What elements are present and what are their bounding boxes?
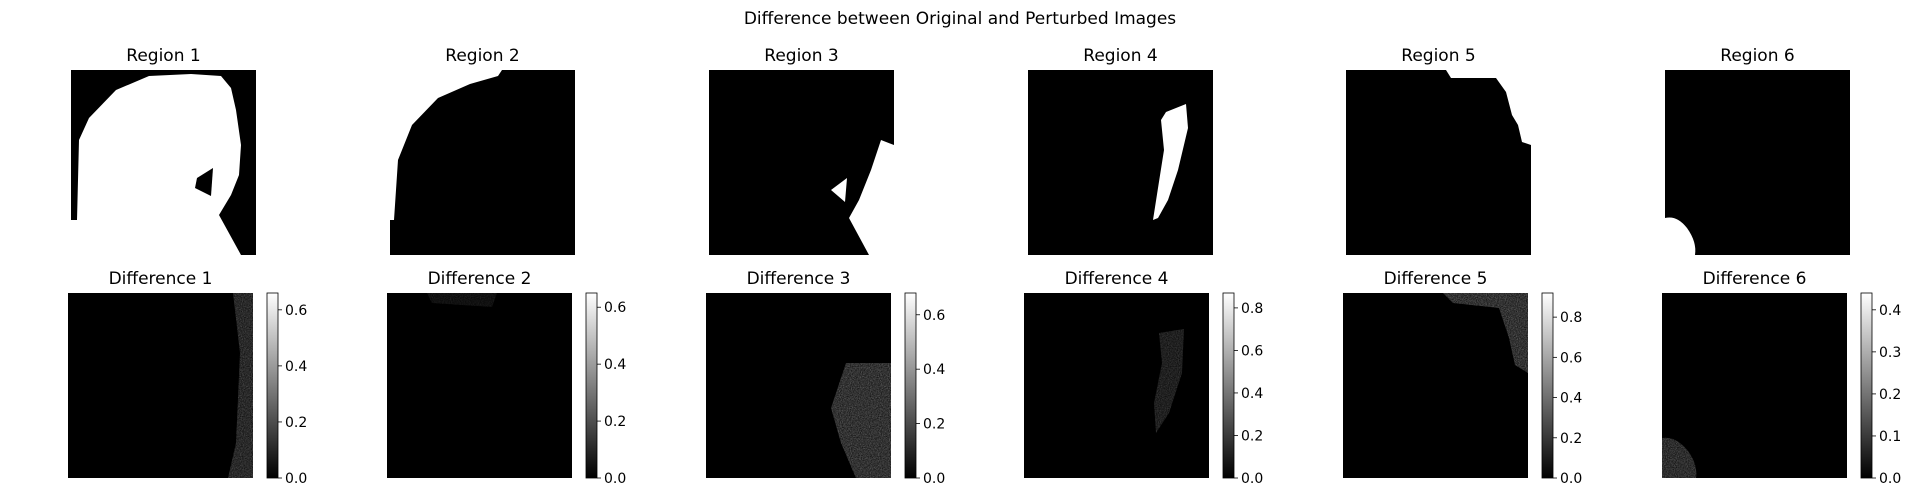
colorbar-tick-label-3-1: 0.2 [923, 417, 945, 433]
colorbar-tick-label-5-4: 0.8 [1560, 310, 1582, 326]
colorbar-tick-label-4-3: 0.6 [1241, 343, 1263, 359]
colorbar-4: 0.0 0.2 0.4 0.6 0.8 [1222, 292, 1263, 487]
colorbar-gradient-1 [266, 292, 279, 479]
difference-image-6 [1662, 293, 1847, 478]
region-title-6: Region 6 [1720, 46, 1794, 66]
colorbar-tick-label-4-4: 0.8 [1241, 301, 1263, 317]
region-panel-4: Region 4 [1028, 46, 1213, 255]
colorbar-tick-label-4-2: 0.4 [1241, 386, 1263, 402]
region-panel-5: Region 5 [1346, 46, 1531, 255]
difference-image-1 [68, 293, 253, 478]
colorbar-tick-label-5-2: 0.4 [1560, 391, 1582, 407]
colorbar-tick-label-6-0: 0.0 [1879, 471, 1901, 487]
region-image-6 [1665, 70, 1850, 255]
colorbar-tick-label-1-1: 0.2 [285, 415, 307, 431]
colorbar-tick-label-2-3: 0.6 [604, 300, 626, 316]
region-panel-2: Region 2 [390, 46, 575, 255]
colorbar-5: 0.0 0.2 0.4 0.6 0.8 [1541, 292, 1582, 487]
colorbar-gradient-3 [904, 292, 917, 479]
difference-title-5: Difference 5 [1384, 269, 1488, 289]
region-panel-1: Region 1 [71, 46, 256, 255]
difference-image-5 [1343, 293, 1528, 478]
region-mask-3 [831, 70, 894, 255]
difference-panel-5: Difference 5 0.0 0.2 0.4 0.6 0.8 [1343, 269, 1582, 487]
colorbar-tick-label-5-0: 0.0 [1560, 471, 1582, 487]
colorbar-tick-label-2-1: 0.2 [604, 414, 626, 430]
colorbar-tick-label-3-0: 0.0 [923, 471, 945, 487]
difference-title-3: Difference 3 [747, 269, 851, 289]
region-panel-6: Region 6 [1665, 46, 1850, 255]
colorbar-tick-label-2-2: 0.4 [604, 357, 626, 373]
difference-panel-4: Difference 4 0.0 0.2 0.4 0.6 0.8 [1024, 269, 1263, 487]
colorbar-tick-label-2-0: 0.0 [604, 471, 626, 487]
region-title-2: Region 2 [445, 46, 519, 66]
colorbar-gradient-6 [1860, 292, 1873, 479]
colorbar-tick-label-6-2: 0.2 [1879, 387, 1901, 403]
difference-title-4: Difference 4 [1065, 269, 1169, 289]
colorbar-tick-label-4-1: 0.2 [1241, 428, 1263, 444]
colorbar-tick-label-3-2: 0.4 [923, 362, 945, 378]
difference-speckle-2 [427, 293, 497, 307]
region-title-1: Region 1 [126, 46, 200, 66]
region-title-4: Region 4 [1083, 46, 1157, 66]
colorbar-tick-label-3-3: 0.6 [923, 308, 945, 324]
difference-panel-3: Difference 3 0.0 0.2 0.4 0.6 [706, 269, 945, 487]
difference-image-4 [1024, 293, 1209, 478]
region-mask-6 [1665, 217, 1696, 255]
region-panel-3: Region 3 [709, 46, 894, 255]
colorbar-gradient-4 [1222, 292, 1235, 479]
difference-image-2 [387, 293, 572, 478]
colorbar-tick-label-5-1: 0.2 [1560, 431, 1582, 447]
colorbar-tick-label-5-3: 0.6 [1560, 350, 1582, 366]
colorbar-gradient-5 [1541, 292, 1554, 479]
difference-title-2: Difference 2 [428, 269, 532, 289]
colorbar-3: 0.0 0.2 0.4 0.6 [904, 292, 945, 487]
colorbar-tick-label-1-0: 0.0 [285, 471, 307, 487]
region-mask-4 [1153, 104, 1188, 220]
colorbar-tick-label-1-2: 0.4 [285, 359, 307, 375]
difference-panel-1: Difference 1 0.0 0.2 0.4 0.6 [68, 269, 307, 487]
region-mask-5 [1446, 70, 1531, 145]
figure-title: Difference between Original and Perturbe… [744, 9, 1176, 29]
colorbar-gradient-2 [585, 292, 598, 479]
difference-panel-2: Difference 2 0.0 0.2 0.4 0.6 [387, 269, 626, 487]
difference-panel-6: Difference 6 0.0 0.1 0.2 0.3 0.4 [1662, 269, 1901, 487]
colorbar-tick-label-4-0: 0.0 [1241, 471, 1263, 487]
colorbar-1: 0.0 0.2 0.4 0.6 [266, 292, 307, 487]
region-mask-2 [390, 70, 575, 255]
region-title-3: Region 3 [764, 46, 838, 66]
colorbar-2: 0.0 0.2 0.4 0.6 [585, 292, 626, 487]
difference-title-1: Difference 1 [109, 269, 213, 289]
region-image-5 [1346, 70, 1531, 255]
colorbar-tick-label-6-1: 0.1 [1879, 429, 1901, 445]
region-title-5: Region 5 [1401, 46, 1475, 66]
colorbar-tick-label-6-4: 0.4 [1879, 303, 1901, 319]
difference-title-6: Difference 6 [1703, 269, 1807, 289]
region-mask-1 [71, 74, 241, 255]
colorbar-6: 0.0 0.1 0.2 0.3 0.4 [1860, 292, 1901, 487]
region-image-4 [1028, 70, 1213, 255]
colorbar-tick-label-6-3: 0.3 [1879, 345, 1901, 361]
colorbar-tick-label-1-3: 0.6 [285, 303, 307, 319]
